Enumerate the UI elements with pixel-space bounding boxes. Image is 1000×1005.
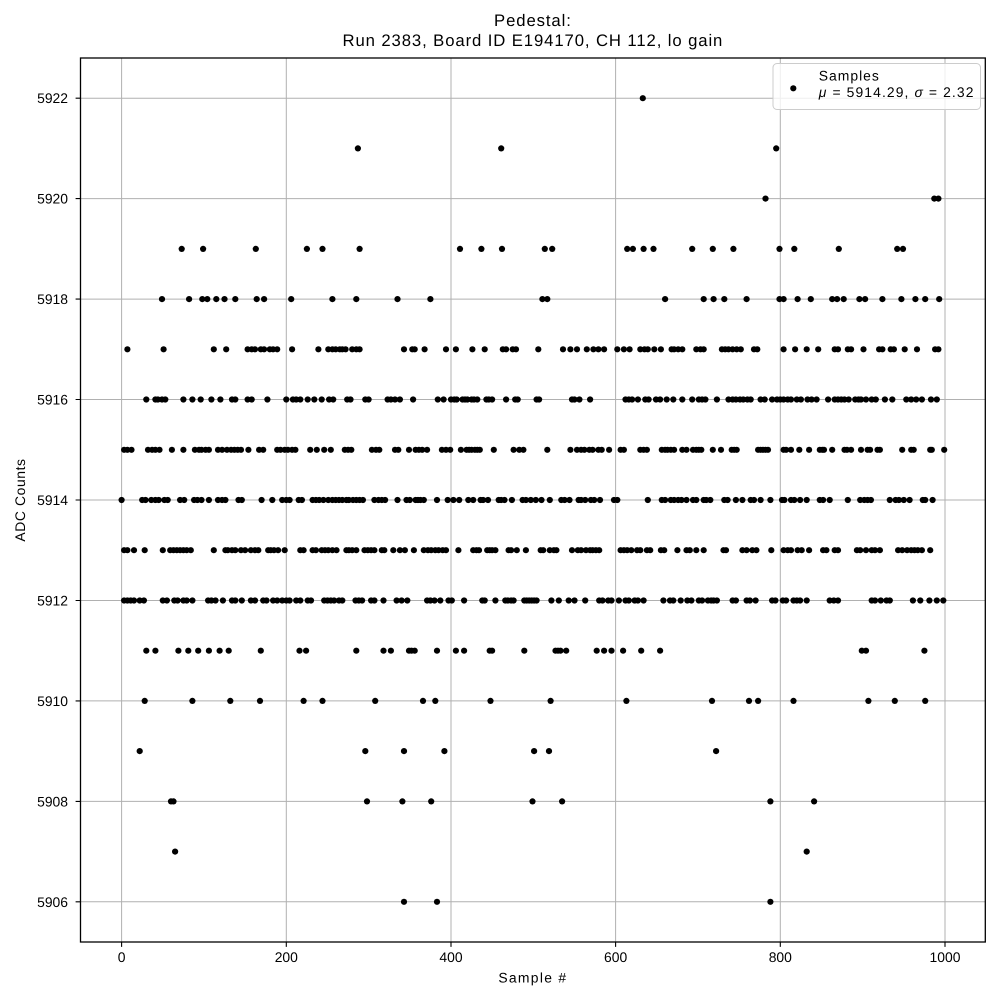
- svg-text:1000: 1000: [930, 949, 961, 965]
- svg-text:5908: 5908: [37, 793, 68, 809]
- svg-text:Run 2383, Board ID E194170, CH: Run 2383, Board ID E194170, CH 112, lo g…: [343, 31, 724, 50]
- svg-text:5918: 5918: [37, 291, 68, 307]
- svg-text:5910: 5910: [37, 693, 68, 709]
- svg-text:Samples: Samples: [819, 68, 880, 84]
- svg-text:5922: 5922: [37, 90, 68, 106]
- svg-text:μ = 5914.29, σ = 2.32: μ = 5914.29, σ = 2.32: [818, 84, 975, 100]
- svg-text:200: 200: [275, 949, 298, 965]
- svg-text:5914: 5914: [37, 492, 68, 508]
- svg-text:Sample #: Sample #: [498, 970, 567, 986]
- svg-text:600: 600: [604, 949, 627, 965]
- svg-text:Pedestal:: Pedestal:: [494, 11, 572, 30]
- svg-text:ADC Counts: ADC Counts: [12, 458, 28, 541]
- svg-text:5912: 5912: [37, 593, 68, 609]
- svg-text:5920: 5920: [37, 191, 68, 207]
- svg-text:0: 0: [118, 949, 126, 965]
- svg-text:800: 800: [769, 949, 792, 965]
- svg-text:5906: 5906: [37, 894, 68, 910]
- svg-text:5916: 5916: [37, 392, 68, 408]
- svg-text:400: 400: [439, 949, 462, 965]
